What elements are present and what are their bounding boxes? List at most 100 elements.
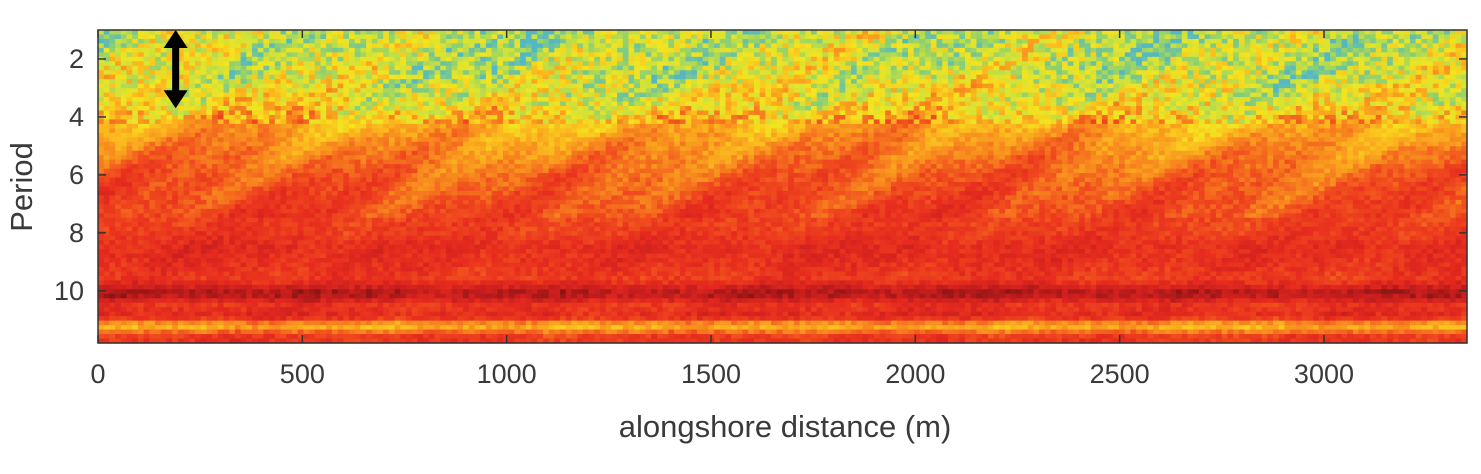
heatmap-cell	[879, 43, 886, 49]
heatmap-cell	[674, 56, 681, 62]
heatmap-cell	[1364, 101, 1371, 107]
heatmap-cell	[1124, 79, 1132, 85]
heatmap-cell	[240, 34, 247, 40]
heatmap-cell	[1404, 92, 1411, 98]
heatmap-cell	[993, 38, 1000, 45]
heatmap-cell	[326, 30, 333, 36]
heatmap-cell	[423, 83, 430, 89]
heatmap-cell	[503, 52, 510, 58]
heatmap-cell	[765, 74, 772, 80]
heatmap-cell	[314, 43, 322, 49]
heatmap-cell	[257, 34, 265, 40]
heatmap-cell	[326, 97, 333, 103]
heatmap-cell	[1170, 30, 1177, 36]
heatmap-cell	[1062, 34, 1069, 40]
heatmap-cell	[445, 43, 453, 49]
heatmap-cell	[1187, 114, 1194, 121]
heatmap-cell	[919, 83, 926, 89]
heatmap-cell	[1010, 83, 1017, 89]
heatmap-cell	[1181, 83, 1189, 89]
heatmap-cell	[1010, 30, 1017, 36]
heatmap-cell	[1119, 110, 1126, 116]
heatmap-cell	[582, 119, 590, 125]
heatmap-cell	[594, 114, 601, 121]
heatmap-cell	[1227, 106, 1234, 112]
heatmap-cell	[1381, 74, 1388, 80]
heatmap-cell	[137, 106, 145, 112]
heatmap-cell	[936, 92, 943, 98]
heatmap-cell	[1409, 43, 1417, 49]
heatmap-cell	[537, 101, 544, 107]
heatmap-cell	[1438, 79, 1445, 85]
heatmap-cell	[1381, 47, 1388, 53]
heatmap-cell	[1387, 56, 1394, 62]
heatmap-cell	[520, 52, 527, 58]
heatmap-cell	[1158, 74, 1166, 80]
heatmap-cell	[828, 47, 835, 53]
heatmap-cell	[1181, 43, 1189, 49]
heatmap-cell	[765, 47, 772, 53]
heatmap-cell	[982, 30, 989, 36]
heatmap-cell	[1381, 56, 1388, 62]
heatmap-cell	[428, 43, 436, 49]
heatmap-cell	[930, 38, 938, 45]
heatmap-cell	[263, 83, 270, 89]
heatmap-cell	[879, 88, 886, 94]
heatmap-cell	[833, 114, 841, 121]
heatmap-cell	[925, 70, 932, 76]
heatmap-cell	[417, 83, 424, 89]
heatmap-cell	[753, 38, 761, 45]
heatmap-cell	[1027, 119, 1035, 125]
heatmap-cell	[463, 74, 470, 80]
heatmap-cell	[143, 119, 150, 125]
heatmap-cell	[970, 65, 978, 71]
heatmap-cell	[206, 79, 213, 85]
heatmap-cell	[965, 43, 972, 49]
heatmap-cell	[765, 38, 772, 45]
heatmap-cell	[856, 83, 863, 89]
heatmap-cell	[309, 79, 316, 85]
heatmap-cell	[1261, 114, 1268, 121]
heatmap-cell	[132, 74, 139, 80]
heatmap-cell	[1164, 47, 1171, 53]
heatmap-cell	[303, 97, 310, 103]
heatmap-cell	[845, 83, 852, 89]
heatmap-cell	[1056, 101, 1063, 107]
heatmap-cell	[1033, 52, 1040, 58]
heatmap-cell	[417, 65, 424, 71]
heatmap-cell	[1352, 43, 1360, 49]
heatmap-cell	[993, 47, 1000, 53]
heatmap-cell	[383, 56, 390, 62]
heatmap-cell	[850, 97, 858, 103]
heatmap-cell	[1079, 47, 1086, 53]
heatmap-cell	[1176, 106, 1183, 112]
heatmap-cell	[274, 61, 282, 67]
heatmap-cell	[354, 38, 361, 45]
heatmap-cell	[1067, 70, 1075, 76]
heatmap-cell	[674, 114, 681, 121]
heatmap-cell	[120, 65, 128, 71]
heatmap-cell	[137, 65, 145, 71]
heatmap-cell	[691, 47, 698, 53]
heatmap-cell	[657, 79, 664, 85]
heatmap-cell	[657, 74, 664, 80]
heatmap-cell	[274, 110, 282, 116]
heatmap-cell	[1216, 70, 1223, 76]
heatmap-cell	[280, 97, 287, 103]
heatmap-cell	[160, 30, 168, 36]
heatmap-cell	[1198, 110, 1206, 116]
heatmap-cell	[1079, 97, 1086, 103]
heatmap-cell	[913, 79, 920, 85]
heatmap-cell	[782, 92, 789, 98]
heatmap-cell	[206, 34, 213, 40]
heatmap-cell	[1101, 43, 1109, 49]
heatmap-cell	[999, 74, 1006, 80]
heatmap-cell	[1147, 43, 1154, 49]
heatmap-cell	[571, 97, 578, 103]
heatmap-cell	[594, 97, 601, 103]
heatmap-cell	[217, 110, 225, 116]
heatmap-cell	[1421, 70, 1428, 76]
heatmap-cell	[850, 61, 858, 67]
heatmap-cell	[1387, 97, 1394, 103]
heatmap-cell	[343, 43, 350, 49]
